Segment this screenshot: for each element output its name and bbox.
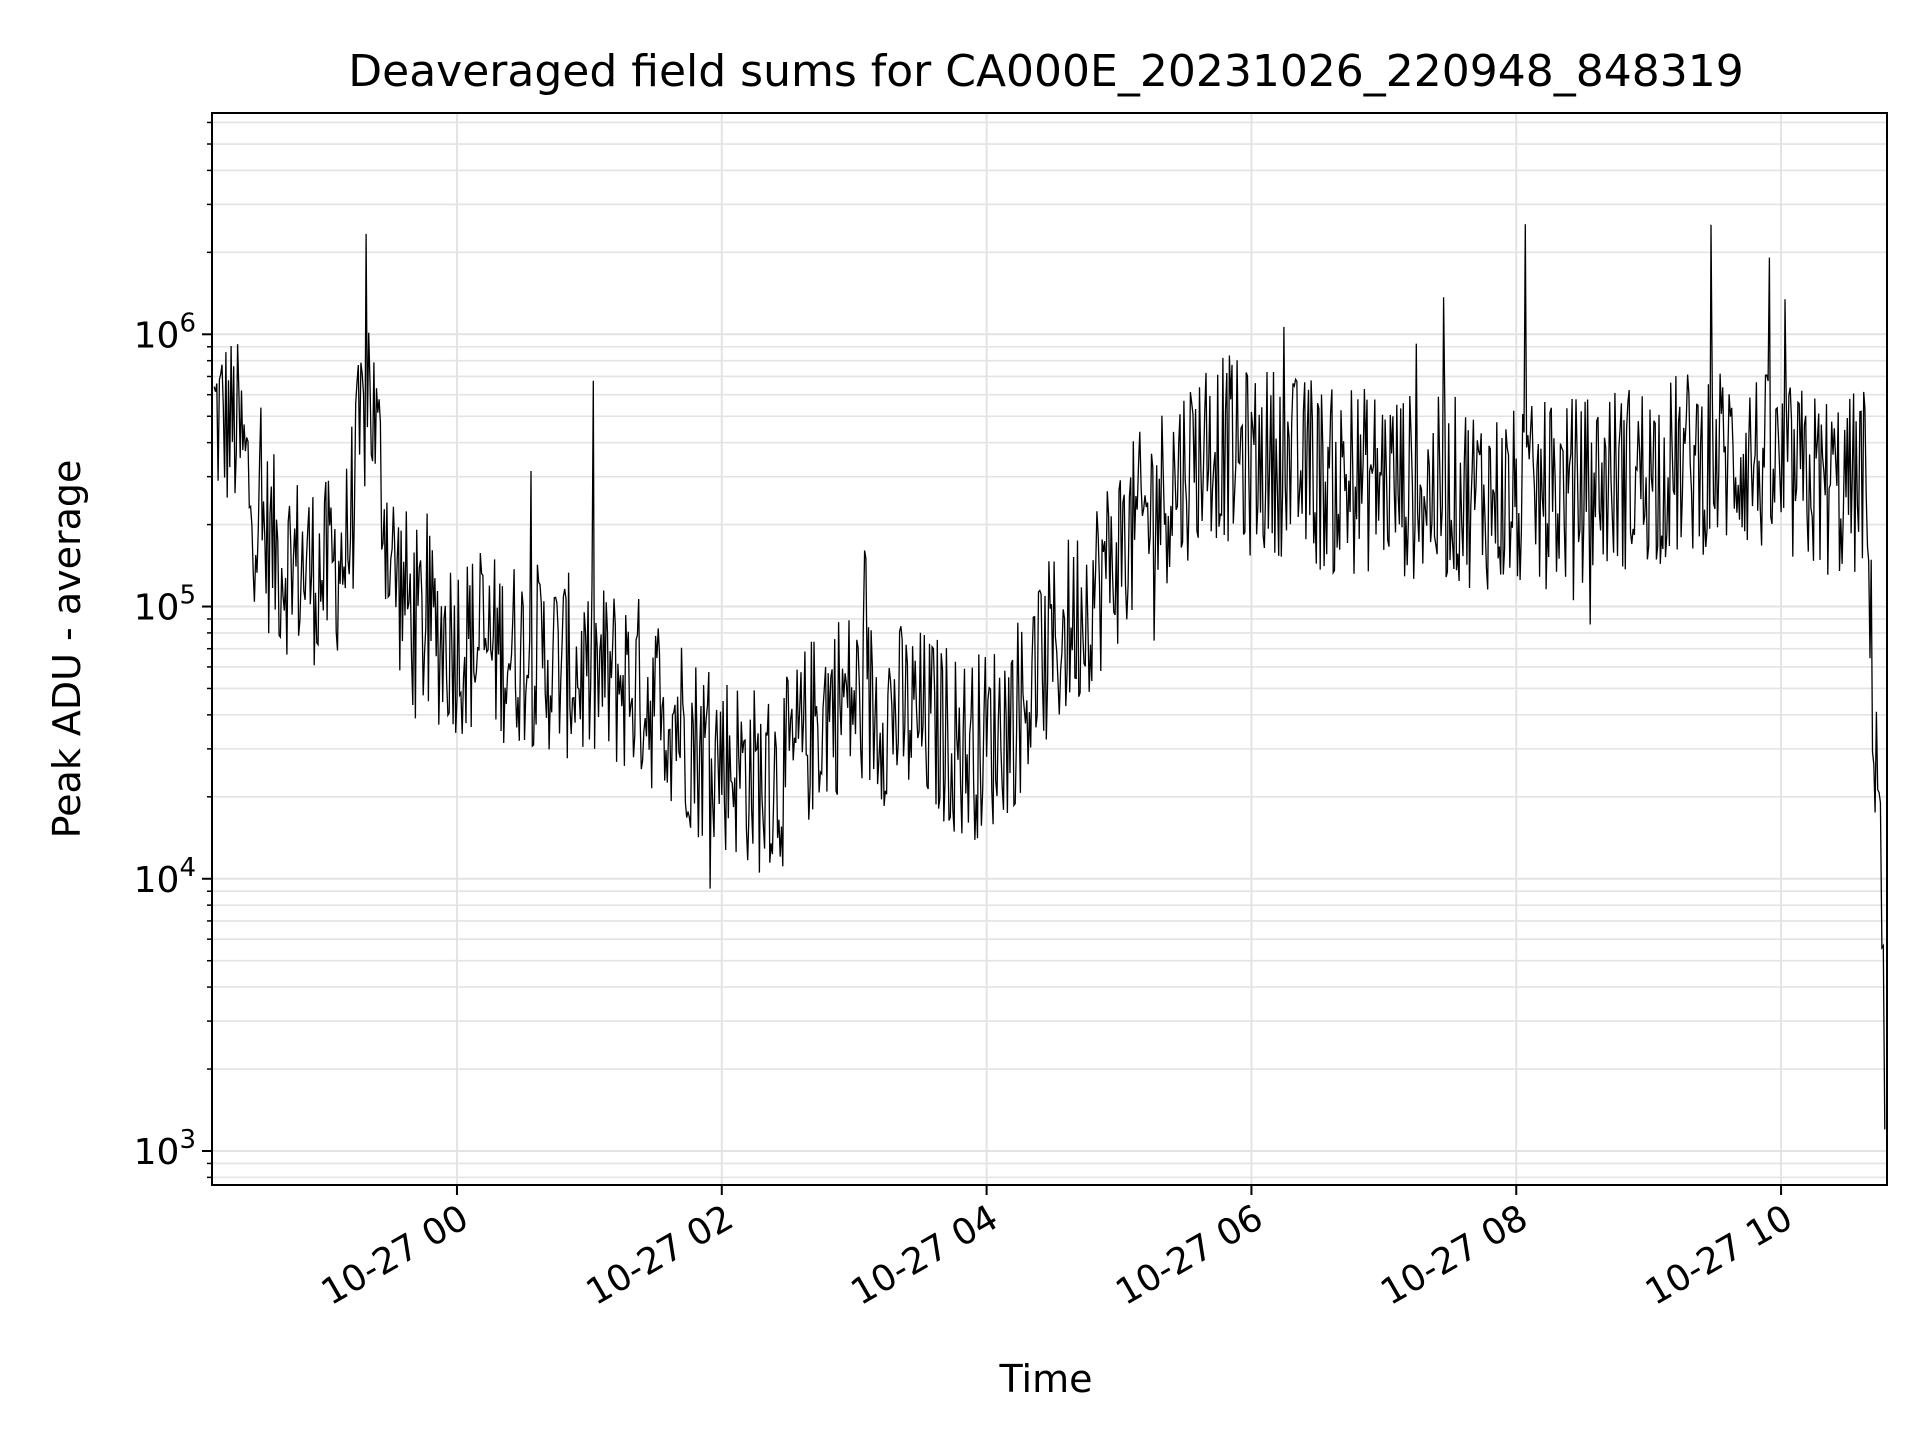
- x-tick-label: 10-27 02: [580, 1197, 741, 1313]
- x-tick-label: 10-27 10: [1639, 1197, 1800, 1313]
- x-tick-label: 10-27 08: [1374, 1197, 1535, 1313]
- y-tick-label: 105: [134, 581, 196, 629]
- plot-frame: [211, 112, 1888, 1186]
- x-tick-label: 10-27 06: [1109, 1197, 1270, 1313]
- y-tick-label: 106: [134, 308, 196, 356]
- grid: [212, 113, 1887, 1185]
- y-tick-label: 104: [134, 853, 196, 901]
- x-tick-label: 10-27 00: [315, 1197, 476, 1313]
- x-axis-ticks: 10-27 00 10-27 02 10-27 04 10-27 06 10-27 08…: [315, 1185, 1800, 1314]
- x-tick-label: 10-27 04: [844, 1197, 1005, 1313]
- y-axis-label: Peak ADU - average: [45, 460, 89, 839]
- y-axis-ticks: 103 104 105 106: [134, 121, 212, 1179]
- chart-title: Deaveraged field sums for CA000E_2023102…: [348, 46, 1743, 97]
- y-tick-label: 103: [134, 1125, 196, 1173]
- x-axis-label: Time: [999, 1357, 1093, 1401]
- data-series-line: [213, 224, 1886, 1130]
